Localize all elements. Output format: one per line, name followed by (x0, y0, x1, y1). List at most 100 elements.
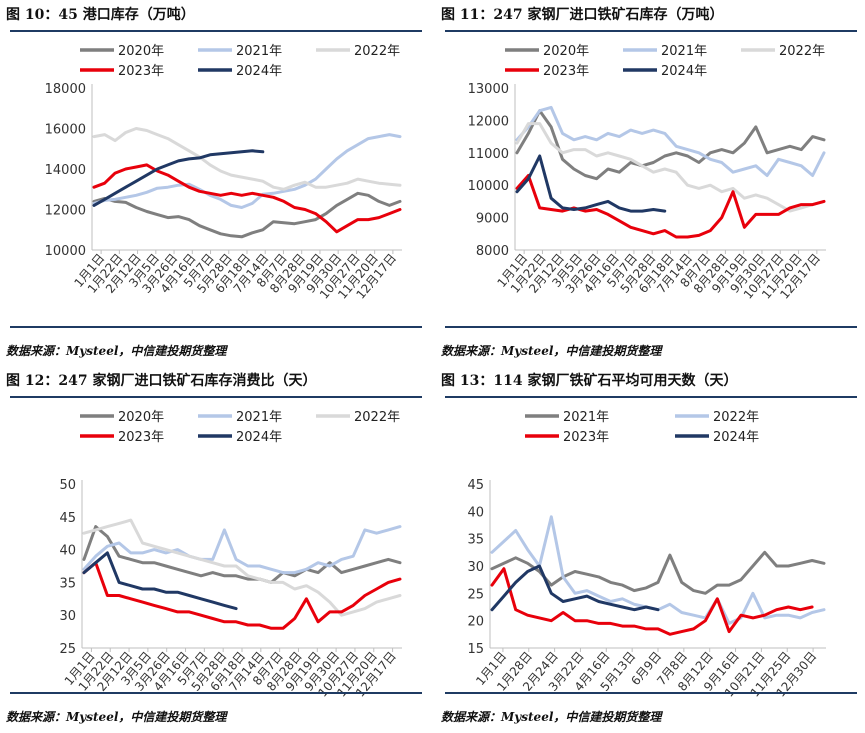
chart-panel-1: 图 10：45 港口库存（万吨） 2020年 2021年 2022年 2023年 202… (0, 0, 430, 366)
chart-panel-4: 图 13：114 家钢厂铁矿石平均可用天数（天） 2021年 2022年 2023年… (435, 366, 865, 732)
divider (445, 30, 857, 32)
series-line (515, 109, 826, 181)
legend-label: 2020年 (118, 410, 164, 425)
legend-item: 2024年 (198, 64, 282, 79)
series-line (82, 525, 402, 575)
series-line (82, 525, 402, 584)
series-line (92, 191, 402, 239)
legend-item: 2022年 (316, 44, 400, 59)
series-line (490, 567, 814, 636)
legend-item: 2023年 (80, 64, 164, 79)
y-tick-label: 8000 (476, 244, 509, 259)
legend-item: 2020年 (80, 410, 164, 425)
divider (10, 396, 422, 398)
source-note: 数据来源：Mysteel，中信建投期货整理 (441, 344, 662, 358)
legend-label: 2024年 (236, 64, 282, 79)
legend-item: 2021年 (525, 410, 609, 425)
chart-panel-3: 图 12：247 家钢厂进口铁矿石库存消费比（天） 2020年 2021年 2022… (0, 366, 430, 732)
y-tick-label: 35 (467, 533, 484, 548)
legend-label: 2022年 (354, 410, 400, 425)
y-tick-label: 16000 (45, 123, 86, 138)
y-tick-label: 10000 (45, 244, 86, 259)
y-tick-label: 45 (59, 511, 76, 526)
divider (10, 326, 422, 328)
series-line (515, 105, 826, 177)
legend-label: 2023年 (118, 64, 164, 79)
series-line (92, 133, 402, 209)
legend-label: 2021年 (236, 44, 282, 59)
y-tick-label: 30 (467, 560, 484, 575)
line-chart-port-inventory: 2020年 2021年 2022年 2023年 2024年 10000 12000 14000… (45, 44, 402, 302)
chart-title: 图 10：45 港口库存（万吨） (6, 7, 195, 23)
divider (445, 396, 857, 398)
legend-item: 2024年 (623, 64, 707, 79)
y-tick-label: 11000 (468, 147, 509, 162)
y-tick-label: 30 (59, 609, 76, 624)
chart-title: 图 11：247 家钢厂进口铁矿石库存（万吨） (441, 7, 724, 23)
series-line (92, 127, 402, 191)
legend-label: 2020年 (543, 44, 589, 59)
series-line (82, 561, 402, 630)
y-tick-label: 10000 (468, 179, 509, 194)
legend-item: 2021年 (198, 410, 282, 425)
divider (445, 326, 857, 328)
legend-label: 2020年 (118, 44, 164, 59)
y-tick-label: 45 (467, 478, 484, 493)
legend-label: 2023年 (543, 64, 589, 79)
source-note: 数据来源：Mysteel，中信建投期货整理 (441, 710, 662, 724)
y-tick-label: 15 (467, 642, 484, 657)
series-line (515, 154, 667, 213)
divider (10, 30, 422, 32)
series-line (515, 174, 826, 239)
legend-label: 2021年 (661, 44, 707, 59)
source-note: 数据来源：Mysteel，中信建投期货整理 (6, 344, 227, 358)
chart-title: 图 12：247 家钢厂进口铁矿石库存消费比（天） (6, 373, 317, 389)
y-tick-label: 25 (467, 587, 484, 602)
series-line (92, 163, 402, 234)
series-line (82, 551, 238, 611)
y-tick-label: 12000 (45, 204, 86, 219)
y-tick-label: 40 (59, 544, 76, 559)
legend-label: 2021年 (563, 410, 609, 425)
legend-item: 2022年 (316, 410, 400, 425)
legend-item: 2022年 (741, 44, 825, 59)
y-tick-label: 9000 (476, 212, 509, 227)
legend-item: 2023年 (525, 430, 609, 445)
divider (10, 692, 422, 694)
legend-label: 2023年 (563, 430, 609, 445)
source-note: 数据来源：Mysteel，中信建投期货整理 (6, 710, 227, 724)
series-line (82, 518, 402, 617)
legend-label: 2023年 (118, 430, 164, 445)
y-tick-label: 13000 (468, 82, 509, 97)
line-chart-mill-inventory: 2020年 2021年 2022年 2023年 2024年 8000 9000 10000 11… (468, 44, 826, 302)
legend-label: 2024年 (713, 430, 759, 445)
chart-panel-2: 图 11：247 家钢厂进口铁矿石库存（万吨） 2020年 2021年 2022年 2… (435, 0, 865, 366)
y-tick-label: 50 (59, 478, 76, 493)
legend-label: 2024年 (661, 64, 707, 79)
y-tick-label: 18000 (45, 82, 86, 97)
legend-item: 2020年 (80, 44, 164, 59)
chart-title: 图 13：114 家钢厂铁矿石平均可用天数（天） (441, 373, 738, 389)
legend-item: 2024年 (198, 430, 282, 445)
y-tick-label: 25 (59, 642, 76, 657)
legend-item: 2020年 (505, 44, 589, 59)
y-tick-label: 20 (467, 615, 484, 630)
series-line (490, 564, 660, 612)
legend-item: 2021年 (198, 44, 282, 59)
y-tick-label: 14000 (45, 163, 86, 178)
y-tick-label: 40 (467, 505, 484, 520)
legend-item: 2023年 (505, 64, 589, 79)
y-tick-label: 35 (59, 576, 76, 591)
legend-item: 2023年 (80, 430, 164, 445)
series-line (92, 149, 265, 207)
series-line (515, 122, 826, 213)
legend-label: 2024年 (236, 430, 282, 445)
legend-label: 2022年 (354, 44, 400, 59)
divider (445, 692, 857, 694)
legend-item: 2021年 (623, 44, 707, 59)
legend-label: 2022年 (779, 44, 825, 59)
legend-label: 2021年 (236, 410, 282, 425)
y-tick-label: 12000 (468, 114, 509, 129)
